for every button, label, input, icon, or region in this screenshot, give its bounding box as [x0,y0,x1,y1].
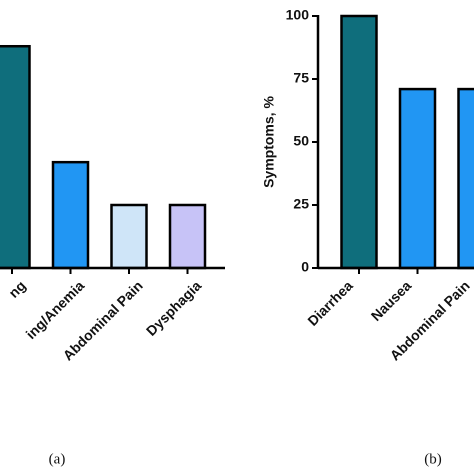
y-tick-label: 50 [293,133,309,149]
caption: (b) [424,451,442,467]
x-tick-label: ng [5,277,28,300]
y-tick-label: 75 [293,70,309,86]
caption: (a) [49,451,66,467]
bar [168,203,207,270]
bar [398,87,437,270]
bar [457,87,474,270]
bar [0,44,31,270]
x-tick-label: Dysphagia [143,277,205,339]
x-tick-label: Diarrhea [304,277,356,329]
y-tick-label: 25 [293,196,309,212]
y-axis-label: Symptoms, % [261,96,277,188]
x-tick-label: Nausea [368,277,415,324]
bar [51,160,90,270]
x-tick-label: ing/Anemia [23,277,88,342]
y-tick-label: 100 [286,7,310,23]
y-tick-label: 0 [301,259,309,275]
bar [340,14,378,270]
bar [110,203,148,270]
